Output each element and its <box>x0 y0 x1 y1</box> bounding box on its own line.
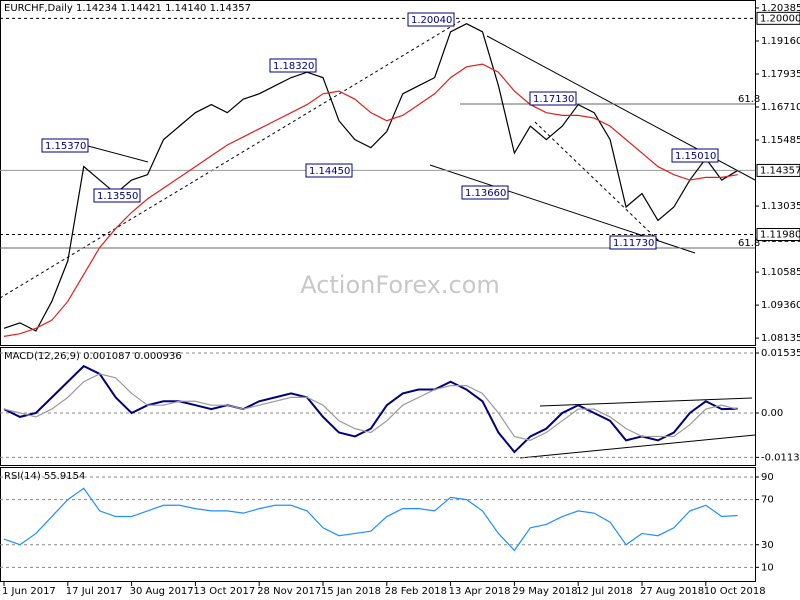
trend-line <box>534 121 661 243</box>
annotation-box <box>461 185 509 200</box>
fib-label: 61.8 <box>738 238 760 249</box>
y-tick-label: 70 <box>761 495 774 506</box>
fib-label: 61.8 <box>738 94 760 105</box>
y-tick-label: 1.16710 <box>761 102 800 113</box>
y-tick-label: 1.15485 <box>761 135 800 146</box>
y-tick-label: 30 <box>761 540 774 551</box>
x-tick-label: 13 Oct 2017 <box>193 586 255 597</box>
trend-line <box>519 434 756 459</box>
x-tick-label: 28 Feb 2018 <box>385 586 447 597</box>
annotation-box <box>305 163 353 178</box>
annotation-box <box>609 235 657 250</box>
x-tick-label: 29 May 2018 <box>512 586 577 597</box>
annotation: 1.17130 <box>533 94 574 105</box>
macd-panel <box>0 347 756 466</box>
annotation-box <box>529 91 577 106</box>
x-tick-label: 30 Aug 2017 <box>130 586 194 597</box>
y-tick-label: 0.015354 <box>761 348 800 359</box>
rsi-panel <box>0 467 756 582</box>
annotation: 1.11730 <box>613 238 654 249</box>
annotation: 1.13550 <box>97 191 138 202</box>
chart-title: EURCHF,Daily 1.14234 1.14421 1.14140 1.1… <box>4 3 251 14</box>
trend-line <box>539 397 753 407</box>
watermark: ActionForex.com <box>300 271 500 299</box>
trend-line <box>87 145 149 163</box>
annotation-box <box>671 148 719 163</box>
annotation-box <box>269 58 317 73</box>
annotation-box <box>93 188 141 203</box>
level-label: 1.11980 <box>760 229 800 240</box>
series-line <box>3 63 738 337</box>
level-label: 1.20000 <box>760 13 800 24</box>
y-tick-label: 1.09360 <box>761 300 800 311</box>
y-tick-label: 1.13035 <box>761 201 800 212</box>
annotation: 1.15010 <box>675 151 716 162</box>
series-line <box>3 487 738 552</box>
level-label: 1.14357 <box>760 165 800 176</box>
x-tick-label: 10 Oct 2018 <box>704 586 766 597</box>
level-box <box>756 163 800 177</box>
y-tick-label: 1.08135 <box>761 333 800 344</box>
x-tick-label: 17 Jul 2017 <box>66 586 123 597</box>
y-tick-label: 1.20385 <box>761 3 800 14</box>
annotation-box <box>407 12 455 27</box>
level-box <box>756 11 800 25</box>
x-tick-label: 12 Jul 2018 <box>576 586 633 597</box>
rsi-title: RSI(14) 55.9154 <box>4 471 85 482</box>
series-line <box>3 364 738 454</box>
x-tick-label: 28 Nov 2017 <box>257 586 321 597</box>
x-tick-label: 13 Apr 2018 <box>449 586 511 597</box>
series-line <box>3 373 738 441</box>
x-tick-label: 15 Jan 2018 <box>321 586 381 597</box>
y-tick-label: 0.00 <box>761 408 783 419</box>
annotation: 1.15370 <box>45 141 86 152</box>
x-tick-label: 27 Aug 2018 <box>640 586 704 597</box>
y-tick-label: 90 <box>761 472 774 483</box>
annotation: 1.20040 <box>411 15 452 26</box>
level-box <box>756 227 800 241</box>
series-line <box>3 23 739 332</box>
annotation-box <box>41 138 89 153</box>
y-tick-label: 1.10585 <box>761 267 800 278</box>
annotation: 1.13660 <box>465 188 506 199</box>
y-tick-label: 1.19160 <box>761 36 800 47</box>
y-tick-label: 10 <box>761 562 774 573</box>
y-tick-label: -0.011352 <box>761 452 800 463</box>
annotation: 1.14450 <box>309 166 350 177</box>
x-tick-label: 1 Jun 2017 <box>2 586 56 597</box>
y-tick-label: 1.17935 <box>761 69 800 80</box>
macd-title: MACD(12,26,9) 0.001087 0.000936 <box>4 351 182 362</box>
annotation: 1.18320 <box>273 61 314 72</box>
main-panel <box>0 0 756 346</box>
